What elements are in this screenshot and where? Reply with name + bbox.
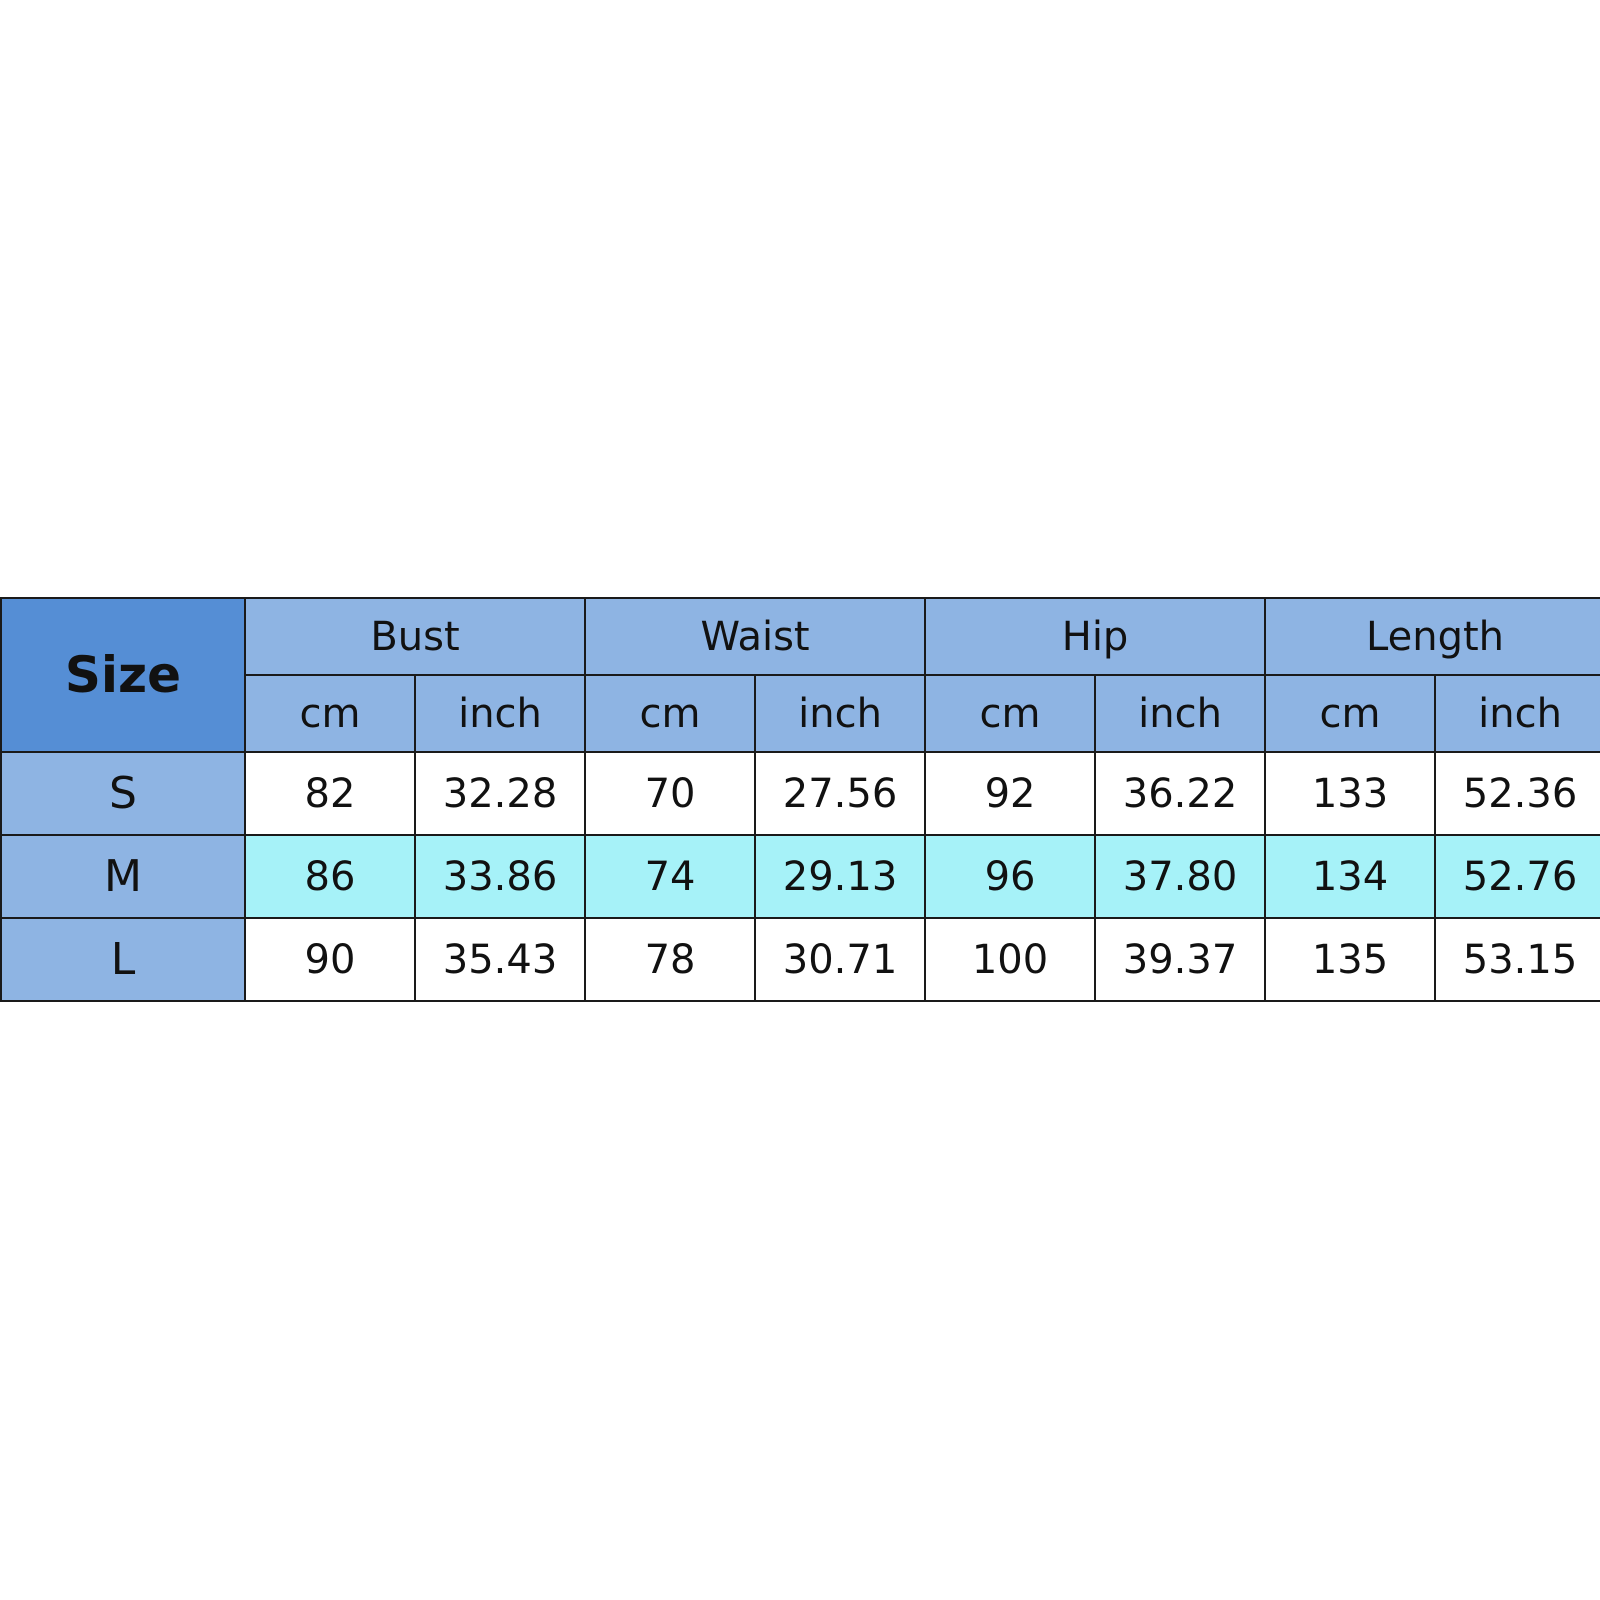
value-cell: 39.37 — [1094, 917, 1267, 1002]
table-row: S 82 32.28 70 27.56 92 36.22 133 52.36 — [0, 751, 1600, 836]
value-cell: 135 — [1264, 917, 1437, 1002]
table-row: M 86 33.86 74 29.13 96 37.80 134 52.76 — [0, 834, 1600, 919]
value-cell: 33.86 — [413, 834, 587, 919]
value-cell: 82 — [244, 751, 416, 836]
unit-header: cm — [584, 674, 757, 753]
value-cell: 52.76 — [1434, 834, 1600, 919]
value-cell: 35.43 — [413, 917, 587, 1002]
value-cell: 52.36 — [1434, 751, 1600, 836]
value-cell: 74 — [584, 834, 757, 919]
value-cell: 96 — [924, 834, 1097, 919]
value-cell: 29.13 — [754, 834, 927, 919]
size-header: Size — [0, 597, 246, 753]
group-header-waist: Waist — [584, 597, 927, 676]
group-header-length: Length — [1264, 597, 1600, 676]
value-cell: 36.22 — [1094, 751, 1267, 836]
value-cell: 78 — [584, 917, 757, 1002]
value-cell: 32.28 — [413, 751, 587, 836]
unit-header: cm — [924, 674, 1097, 753]
size-cell: L — [0, 917, 246, 1002]
group-header-hip: Hip — [924, 597, 1267, 676]
unit-header: inch — [413, 674, 587, 753]
value-cell: 53.15 — [1434, 917, 1600, 1002]
size-chart-table: Size Bust Waist Hip Length cm inch cm in… — [0, 597, 1600, 1002]
value-cell: 100 — [924, 917, 1097, 1002]
unit-header: cm — [244, 674, 416, 753]
header-row-units: cm inch cm inch cm inch cm inch — [1, 674, 1600, 753]
group-header-bust: Bust — [243, 597, 587, 676]
size-cell: S — [0, 751, 246, 836]
value-cell: 27.56 — [754, 751, 927, 836]
value-cell: 133 — [1264, 751, 1437, 836]
unit-header: inch — [754, 674, 927, 753]
value-cell: 134 — [1264, 834, 1437, 919]
size-cell: M — [0, 834, 246, 919]
value-cell: 30.71 — [754, 917, 927, 1002]
value-cell: 86 — [244, 834, 416, 919]
table-row: L 90 35.43 78 30.71 100 39.37 135 53.15 — [0, 917, 1600, 1002]
value-cell: 70 — [584, 751, 757, 836]
unit-header: cm — [1264, 674, 1437, 753]
value-cell: 37.80 — [1094, 834, 1267, 919]
unit-header: inch — [1094, 674, 1267, 753]
header-row-groups: Size Bust Waist Hip Length — [0, 597, 1600, 753]
value-cell: 90 — [244, 917, 416, 1002]
value-cell: 92 — [924, 751, 1097, 836]
unit-header: inch — [1434, 674, 1600, 753]
